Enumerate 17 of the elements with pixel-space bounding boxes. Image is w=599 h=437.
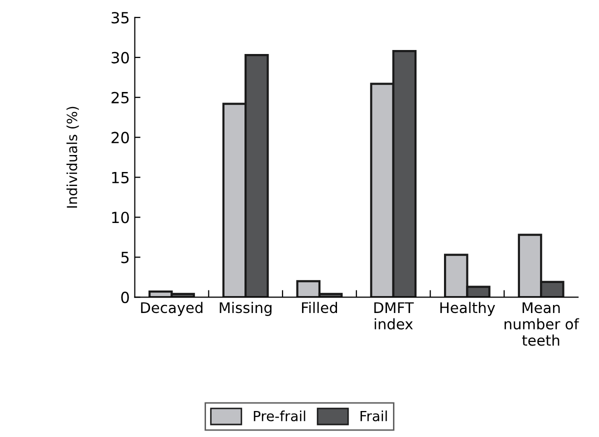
y-tick-label: 5 — [121, 252, 129, 264]
y-tick-label: 25 — [112, 92, 129, 104]
y-tick-label: 10 — [112, 212, 129, 224]
x-tick-label: Healthy — [440, 302, 496, 316]
x-tick-label: Mean number of teeth — [504, 302, 580, 346]
y-tick-label: 20 — [112, 132, 129, 144]
x-tick-label: Missing — [220, 302, 272, 316]
legend-label: Frail — [360, 410, 387, 422]
y-tick-label: 30 — [112, 52, 129, 64]
x-tick-label: Decayed — [141, 302, 202, 316]
y-tick-label: 0 — [121, 292, 129, 304]
x-tick-label: DMFT index — [374, 302, 414, 330]
x-tick-label: Filled — [302, 302, 337, 314]
y-tick-label: 35 — [112, 12, 129, 24]
y-tick-label: 15 — [112, 172, 129, 184]
legend-label: Pre-frail — [254, 410, 306, 422]
y-axis-title: Individuals (%) — [66, 106, 79, 208]
